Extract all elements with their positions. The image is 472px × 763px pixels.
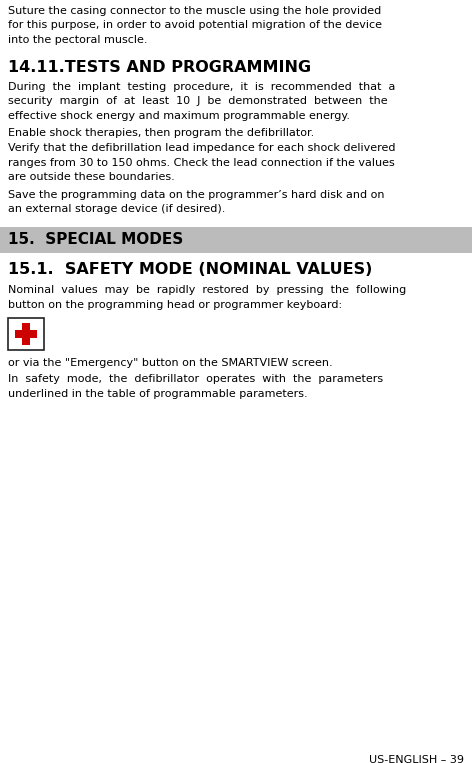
Text: US-ENGLISH – 39: US-ENGLISH – 39 [369, 755, 464, 763]
Text: Enable shock therapies, then program the defibrillator.: Enable shock therapies, then program the… [8, 128, 314, 139]
Bar [23, 324, 30, 345]
Text: Suture the casing connector to the muscle using the hole provided: Suture the casing connector to the muscl… [8, 6, 381, 16]
Text: In  safety  mode,  the  defibrillator  operates  with  the  parameters: In safety mode, the defibrillator operat… [8, 375, 383, 385]
Text: are outside these boundaries.: are outside these boundaries. [8, 172, 175, 182]
Bar [0, 227, 472, 253]
Text: into the pectoral muscle.: into the pectoral muscle. [8, 35, 147, 45]
Text: or via the "Emergency" button on the SMARTVIEW screen.: or via the "Emergency" button on the SMA… [8, 358, 333, 368]
Text: for this purpose, in order to avoid potential migration of the device: for this purpose, in order to avoid pote… [8, 21, 382, 31]
Bar [8, 318, 44, 350]
Bar [15, 330, 37, 337]
Text: an external storage device (if desired).: an external storage device (if desired). [8, 204, 225, 214]
Text: Nominal  values  may  be  rapidly  restored  by  pressing  the  following: Nominal values may be rapidly restored b… [8, 285, 406, 295]
Text: 14.11.TESTS AND PROGRAMMING: 14.11.TESTS AND PROGRAMMING [8, 60, 311, 75]
Text: ranges from 30 to 150 ohms. Check the lead connection if the values: ranges from 30 to 150 ohms. Check the le… [8, 157, 395, 168]
Text: 15.  SPECIAL MODES: 15. SPECIAL MODES [8, 231, 183, 246]
Text: Save the programming data on the programmer’s hard disk and on: Save the programming data on the program… [8, 189, 385, 199]
Text: button on the programming head or programmer keyboard:: button on the programming head or progra… [8, 300, 342, 310]
Text: underlined in the table of programmable parameters.: underlined in the table of programmable … [8, 389, 308, 399]
Text: During  the  implant  testing  procedure,  it  is  recommended  that  a: During the implant testing procedure, it… [8, 82, 396, 92]
Text: effective shock energy and maximum programmable energy.: effective shock energy and maximum progr… [8, 111, 350, 121]
Text: 15.1.  SAFETY MODE (NOMINAL VALUES): 15.1. SAFETY MODE (NOMINAL VALUES) [8, 262, 372, 278]
Text: Verify that the defibrillation lead impedance for each shock delivered: Verify that the defibrillation lead impe… [8, 143, 396, 153]
Text: security  margin  of  at  least  10  J  be  demonstrated  between  the: security margin of at least 10 J be demo… [8, 96, 388, 107]
